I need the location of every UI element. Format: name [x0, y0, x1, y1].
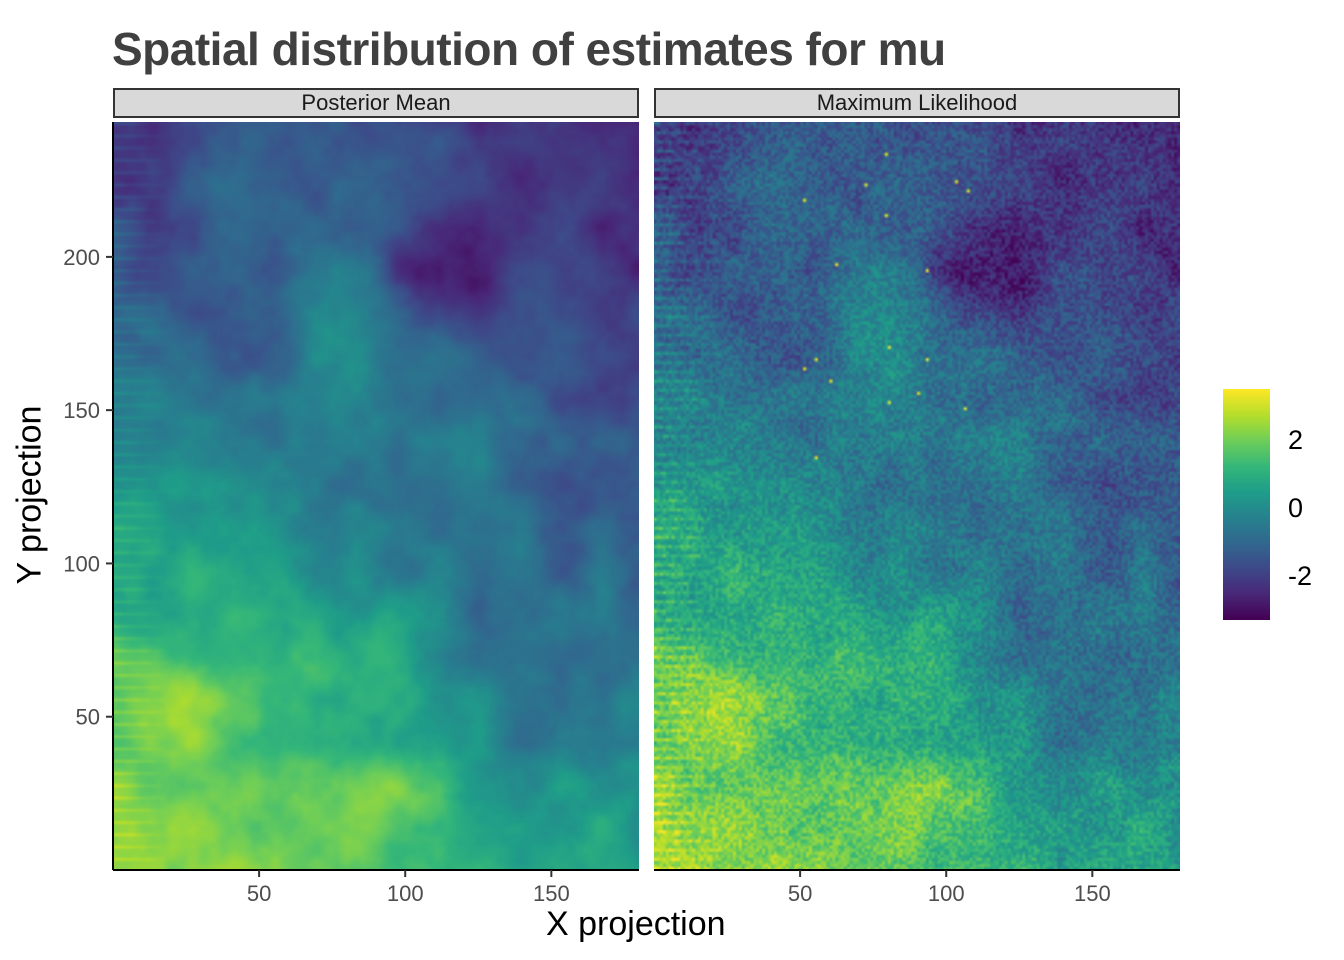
legend-tick-label: -2 [1288, 561, 1312, 591]
y-tick-label: 50 [76, 705, 100, 730]
chart-title: Spatial distribution of estimates for mu [112, 23, 946, 75]
heatmap-posterior-mean [113, 122, 639, 870]
x-tick-label: 150 [1074, 881, 1111, 906]
heatmap-panel-maximum-likelihood [654, 122, 1180, 870]
x-axis-title: X projection [546, 905, 726, 943]
facet-strip-maximum-likelihood: Maximum Likelihood [654, 88, 1180, 118]
y-axis-title: Y projection [10, 405, 49, 585]
heatmap-maximum-likelihood [654, 122, 1180, 870]
y-tick-label: 100 [63, 551, 100, 576]
x-tick-label: 50 [788, 881, 812, 906]
x-tick-label: 100 [387, 881, 424, 906]
facet-strip-posterior-mean: Posterior Mean [113, 88, 639, 118]
colorbar-legend [1223, 389, 1270, 620]
y-tick-label: 150 [63, 398, 100, 423]
colorbar-gradient [1223, 389, 1270, 620]
x-tick-label: 100 [928, 881, 965, 906]
legend-tick-label: 0 [1288, 493, 1303, 523]
heatmap-panel-posterior-mean [113, 122, 639, 870]
x-tick-label: 50 [247, 881, 271, 906]
y-tick-label: 200 [63, 245, 100, 270]
x-tick-label: 150 [533, 881, 570, 906]
legend-tick-label: 2 [1288, 425, 1303, 455]
